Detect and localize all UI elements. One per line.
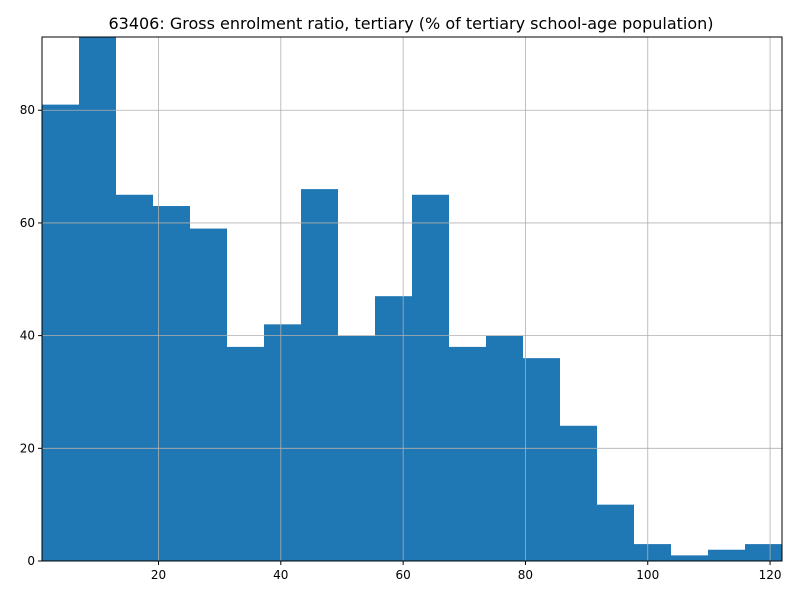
y-tick-label: 0 bbox=[27, 554, 35, 568]
histogram-bar bbox=[671, 555, 708, 561]
histogram-bar bbox=[375, 296, 412, 561]
histogram-bar bbox=[745, 544, 782, 561]
plot-frame bbox=[41, 36, 783, 562]
y-tick-label: 80 bbox=[20, 103, 35, 117]
x-tick-label: 100 bbox=[636, 568, 659, 582]
x-tick-label: 120 bbox=[759, 568, 782, 582]
histogram-bar bbox=[708, 549, 745, 561]
x-tick-label: 20 bbox=[151, 568, 166, 582]
histogram-bar bbox=[597, 504, 634, 561]
histogram-bars bbox=[42, 37, 782, 562]
y-tick-label: 60 bbox=[20, 216, 35, 230]
histogram-bar bbox=[634, 544, 671, 561]
histogram-bar bbox=[153, 206, 190, 561]
histogram-bar bbox=[560, 425, 597, 561]
x-tick-label: 40 bbox=[273, 568, 288, 582]
y-tick-label: 40 bbox=[20, 329, 35, 343]
histogram-bar bbox=[264, 324, 301, 561]
x-tick-label: 80 bbox=[518, 568, 533, 582]
histogram-bar bbox=[412, 194, 449, 562]
histogram-bar bbox=[227, 346, 264, 561]
x-tick-label: 60 bbox=[395, 568, 410, 582]
histogram-bar bbox=[301, 189, 338, 561]
histogram-bar bbox=[116, 194, 153, 562]
chart-title: 63406: Gross enrolment ratio, tertiary (… bbox=[108, 14, 713, 33]
histogram-bar bbox=[42, 104, 79, 561]
histogram-bar bbox=[523, 358, 560, 561]
histogram-bar bbox=[79, 37, 116, 561]
axes: 20 40 60 80 100 120 0 20 40 60 80 bbox=[20, 36, 783, 582]
histogram-bar bbox=[449, 346, 486, 561]
y-tick-label: 20 bbox=[20, 441, 35, 455]
histogram-bar bbox=[190, 228, 227, 561]
